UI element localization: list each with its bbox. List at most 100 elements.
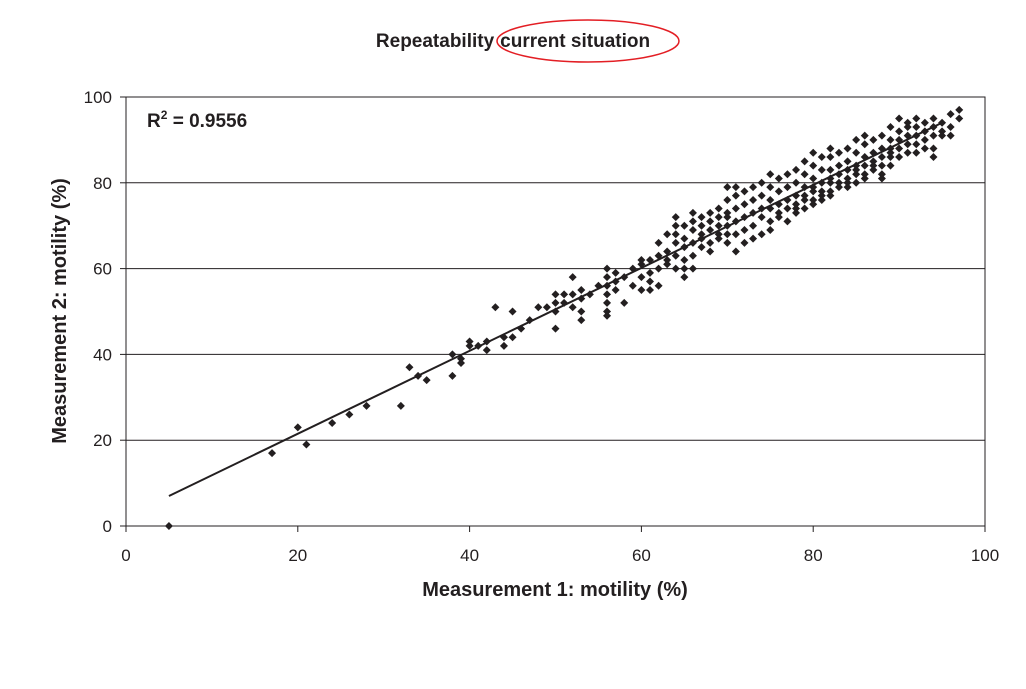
data-point xyxy=(405,363,414,372)
data-point xyxy=(706,225,715,234)
data-point xyxy=(706,217,715,226)
data-point xyxy=(895,144,904,153)
data-point xyxy=(834,183,843,192)
data-point xyxy=(809,148,818,157)
data-point xyxy=(706,247,715,256)
data-point xyxy=(671,221,680,230)
data-point xyxy=(912,140,921,149)
data-point xyxy=(783,183,792,192)
data-point xyxy=(671,264,680,273)
data-point xyxy=(783,170,792,179)
data-point xyxy=(671,213,680,222)
data-point xyxy=(740,200,749,209)
data-point xyxy=(508,333,517,342)
tick-labels: 0 20 40 60 80 100 0 20 40 60 80 100 xyxy=(84,88,1000,565)
data-point xyxy=(792,178,801,187)
data-point xyxy=(792,204,801,213)
data-point xyxy=(706,208,715,217)
data-point xyxy=(912,131,921,140)
data-point xyxy=(774,208,783,217)
data-point xyxy=(903,140,912,149)
data-point xyxy=(645,286,654,295)
data-point xyxy=(688,225,697,234)
data-point xyxy=(920,118,929,127)
data-point xyxy=(757,204,766,213)
data-point xyxy=(740,187,749,196)
data-point xyxy=(843,144,852,153)
data-point xyxy=(663,260,672,269)
data-point xyxy=(920,135,929,144)
y-axis-title: Measurement 2: motility (%) xyxy=(49,178,71,444)
title-highlight-ellipse xyxy=(496,19,680,63)
data-point xyxy=(508,307,517,316)
data-point xyxy=(800,195,809,204)
data-point xyxy=(783,217,792,226)
data-point xyxy=(877,174,886,183)
data-point xyxy=(731,247,740,256)
data-point xyxy=(568,303,577,312)
data-point xyxy=(568,273,577,282)
data-point xyxy=(723,208,732,217)
data-point xyxy=(860,170,869,179)
data-point xyxy=(603,264,612,273)
data-point xyxy=(860,153,869,162)
data-point xyxy=(929,114,938,123)
data-point xyxy=(611,286,620,295)
data-point xyxy=(886,148,895,157)
data-point xyxy=(792,200,801,209)
data-point xyxy=(749,208,758,217)
data-point xyxy=(800,204,809,213)
data-point xyxy=(757,178,766,187)
data-point xyxy=(929,131,938,140)
data-point xyxy=(929,153,938,162)
data-point xyxy=(697,234,706,243)
data-point xyxy=(809,174,818,183)
data-point xyxy=(860,131,869,140)
data-point xyxy=(731,204,740,213)
data-point xyxy=(946,123,955,132)
data-point xyxy=(611,268,620,277)
data-point xyxy=(938,131,947,140)
data-point xyxy=(757,191,766,200)
data-point xyxy=(938,127,947,136)
data-point xyxy=(268,449,277,458)
data-point xyxy=(749,195,758,204)
data-point xyxy=(680,256,689,265)
data-point xyxy=(465,341,474,350)
data-point xyxy=(723,238,732,247)
data-point xyxy=(688,208,697,217)
data-point xyxy=(628,281,637,290)
data-point xyxy=(955,114,964,123)
data-point xyxy=(757,213,766,222)
data-point xyxy=(955,105,964,114)
y-tick-label: 80 xyxy=(93,174,112,193)
data-point xyxy=(499,341,508,350)
data-point xyxy=(774,213,783,222)
data-point xyxy=(852,135,861,144)
data-point xyxy=(680,243,689,252)
data-point xyxy=(723,195,732,204)
data-point xyxy=(843,157,852,166)
data-point xyxy=(714,230,723,239)
data-point xyxy=(903,131,912,140)
data-point xyxy=(697,243,706,252)
data-point xyxy=(603,311,612,320)
data-point xyxy=(560,290,569,299)
data-point xyxy=(671,230,680,239)
data-point xyxy=(482,337,491,346)
data-point xyxy=(620,273,629,282)
data-point xyxy=(491,303,500,312)
data-point xyxy=(542,303,551,312)
data-point xyxy=(817,153,826,162)
data-point xyxy=(869,157,878,166)
data-point xyxy=(637,260,646,269)
x-tick-label: 20 xyxy=(288,546,307,565)
data-point xyxy=(714,221,723,230)
data-point xyxy=(886,153,895,162)
data-point xyxy=(792,208,801,217)
data-point xyxy=(697,221,706,230)
data-point xyxy=(620,298,629,307)
data-point xyxy=(731,191,740,200)
data-point xyxy=(877,161,886,170)
data-point xyxy=(903,123,912,132)
